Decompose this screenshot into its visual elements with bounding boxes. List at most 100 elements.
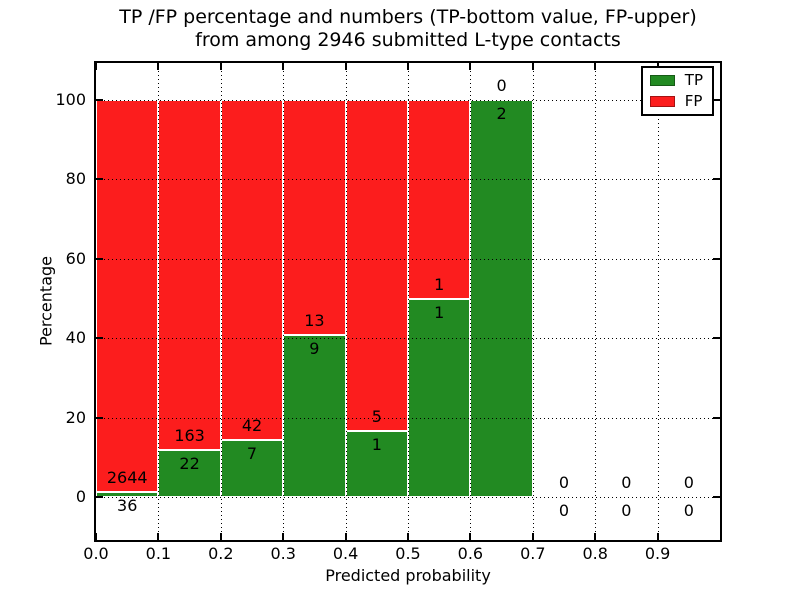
legend-label-tp: TP: [684, 71, 703, 89]
y-tick-mark: [96, 178, 103, 181]
y-tick-mark-right: [713, 178, 720, 181]
x-tick-label: 0.5: [395, 544, 421, 563]
gridline-vertical: [470, 63, 472, 540]
bar-fp-segment: [408, 100, 471, 299]
x-tick-label: 0.1: [145, 544, 172, 563]
x-tick-mark-top: [219, 63, 222, 70]
fp-count-label: 1: [434, 274, 445, 294]
gridline-vertical: [283, 63, 285, 540]
x-tick-mark: [407, 533, 409, 540]
x-tick-mark: [594, 533, 597, 540]
legend-label-fp: FP: [684, 92, 703, 110]
x-tick-mark-top: [531, 63, 534, 70]
bar-fp-segment: [96, 100, 159, 492]
y-tick-label: 60: [65, 248, 86, 268]
y-tick-mark: [96, 337, 103, 340]
x-tick-label: 0.3: [270, 544, 296, 563]
fp-count-label: 42: [241, 416, 263, 436]
gridline-vertical: [657, 63, 659, 540]
chart-title-line2: from among 2946 submitted L-type contact…: [195, 29, 621, 51]
y-tick-label: 20: [65, 407, 86, 427]
x-tick-mark: [219, 533, 222, 540]
y-tick-mark-right: [713, 257, 720, 260]
x-tick-mark-top: [344, 63, 347, 70]
tp-count-label: 7: [246, 444, 258, 464]
bar-tp-segment: [283, 334, 346, 497]
fp-count-label: 0: [621, 473, 632, 492]
grid-layer: [96, 63, 720, 540]
y-tick-mark: [96, 257, 103, 260]
tp-count-label: 9: [309, 338, 320, 358]
x-tick-mark: [531, 533, 534, 540]
y-tick-mark-right: [713, 416, 720, 419]
bar-fp-segment: [283, 100, 346, 335]
tp-count-label: 0: [558, 501, 570, 520]
x-tick-mark: [157, 533, 160, 540]
annotations-layer: 2644 36 163 22 42 7 13 9 5 1 1 1 0 2 0 0 0 0 0 0: [96, 63, 720, 540]
fp-count-label: 5: [371, 406, 382, 426]
legend-entry-tp: TP: [649, 71, 703, 89]
x-tick-mark-top: [469, 63, 472, 70]
gridline-vertical: [345, 63, 347, 540]
y-tick-mark-right: [713, 337, 720, 340]
x-tick-mark: [95, 533, 97, 540]
y-tick-label: 40: [65, 328, 86, 348]
x-tick-label: 0.0: [83, 544, 109, 563]
fp-count-label: 0: [496, 76, 507, 95]
tp-count-label: 0: [621, 501, 632, 520]
legend: TP FP: [640, 66, 714, 116]
x-tick-mark: [656, 533, 659, 540]
plot-area: 2644 36 163 22 42 7 13 9 5 1 1 1 0 2 0 0 0 0 0 0 TP FP: [94, 61, 722, 542]
x-tick-label: 0.4: [332, 544, 359, 563]
bar-tp-segment: [220, 440, 284, 497]
chart-title-line1: TP /FP percentage and numbers (TP-bottom…: [119, 6, 697, 28]
x-tick-label: 0.8: [582, 544, 608, 563]
gridline-vertical: [532, 63, 534, 540]
tp-count-label: 22: [179, 453, 200, 473]
fp-count-label: 0: [683, 473, 694, 492]
y-tick-label: 0: [75, 487, 86, 506]
legend-tp-swatch-icon: [649, 75, 675, 86]
tp-count-label: 1: [434, 302, 445, 322]
y-tick-mark: [96, 496, 103, 498]
tp-count-label: 2: [496, 104, 507, 123]
y-tick-mark: [96, 416, 103, 419]
x-tick-label: 0.2: [208, 544, 234, 563]
bar-tp-segment: [96, 491, 159, 497]
x-tick-label: 0.7: [520, 544, 546, 563]
fp-count-label: 163: [174, 425, 205, 445]
chart-title: TP /FP percentage and numbers (TP-bottom…: [94, 6, 722, 52]
y-tick-mark-right: [713, 99, 720, 101]
x-tick-mark: [469, 533, 472, 540]
bar-tp-segment: [345, 430, 408, 497]
ticks-layer: [95, 63, 720, 540]
x-tick-mark: [282, 533, 285, 540]
gridline-vertical: [408, 63, 409, 540]
legend-entry-fp: FP: [649, 92, 703, 110]
gridline-vertical: [220, 63, 222, 540]
x-tick-label: 0.9: [644, 544, 671, 563]
tp-count-label: 1: [371, 434, 382, 454]
y-tick-label: 100: [55, 90, 86, 109]
x-tick-mark-top: [594, 63, 597, 70]
y-tick-mark-right: [713, 496, 720, 498]
x-tick-label: 0.6: [457, 544, 484, 563]
x-axis-label: Predicted probability: [325, 566, 491, 585]
gridline-vertical: [595, 63, 597, 540]
gridline-vertical: [158, 63, 160, 540]
x-tick-mark-top: [95, 63, 97, 70]
bar-fp-segment: [158, 100, 221, 450]
y-tick-label: 80: [65, 169, 86, 189]
x-tick-mark-top: [282, 63, 285, 70]
x-tick-mark-top: [407, 63, 409, 70]
x-tick-mark-top: [157, 63, 160, 70]
fp-count-label: 0: [558, 473, 570, 492]
bars-layer: [96, 63, 720, 540]
fp-count-label: 13: [304, 310, 325, 330]
bar-fp-segment: [345, 100, 408, 431]
y-tick-mark: [96, 99, 103, 101]
fp-count-label: 2644: [106, 467, 148, 487]
legend-fp-swatch-icon: [649, 96, 675, 107]
tp-count-label: 36: [117, 495, 138, 515]
